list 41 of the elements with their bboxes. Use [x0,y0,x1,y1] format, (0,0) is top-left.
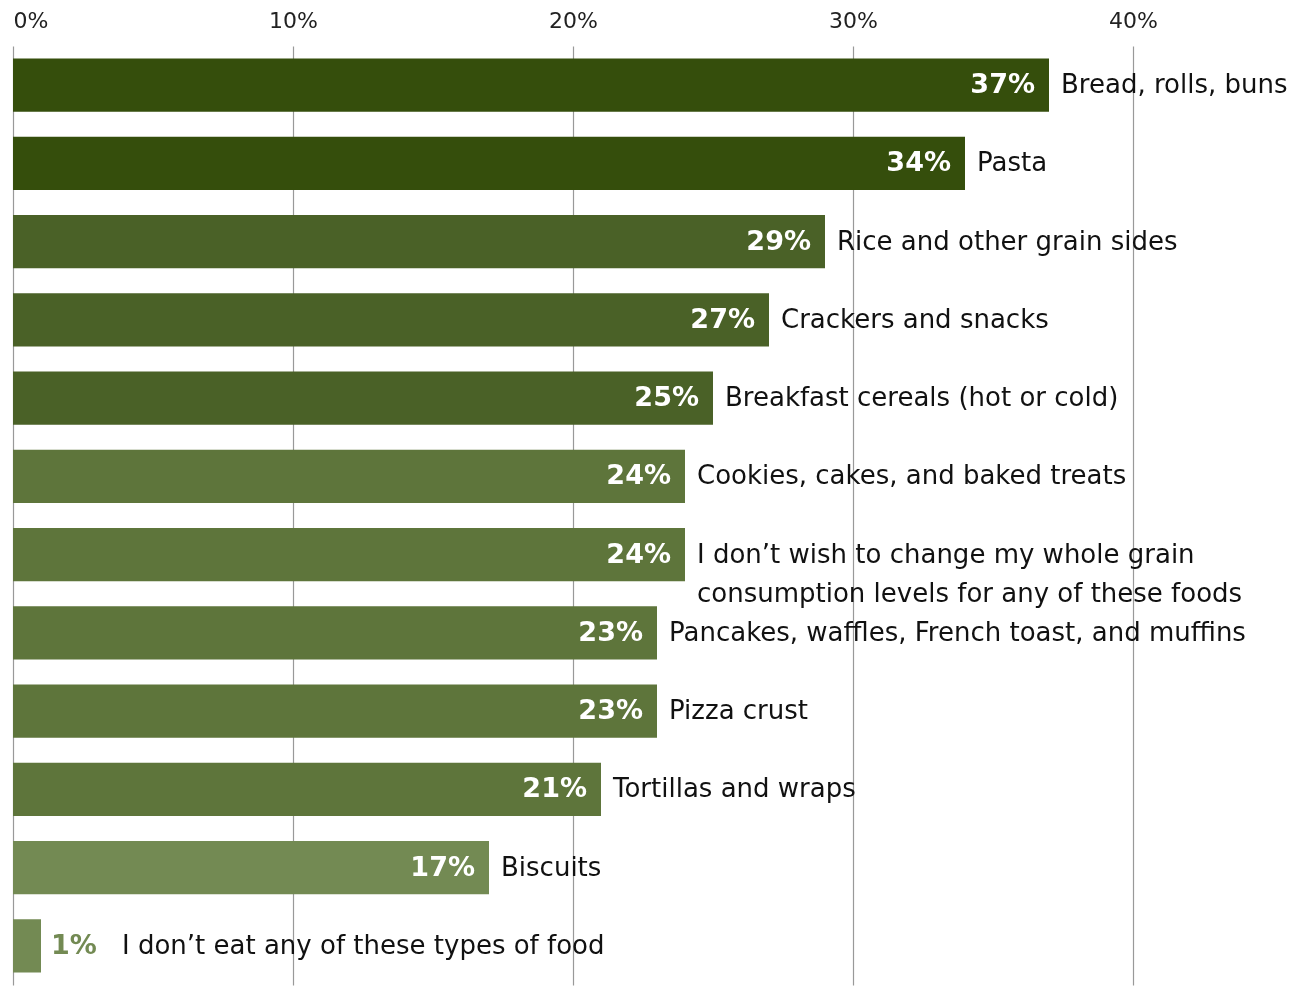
data-label: 17% [410,850,475,882]
data-label: 23% [578,694,643,726]
data-label: 23% [578,615,643,647]
bar [13,841,489,895]
y-tick-label: Pizza crust [669,695,809,726]
y-tick-label: Tortillas and wraps [612,773,856,804]
bar [13,215,825,269]
y-tick-label: Breakfast cereals (hot or cold) [725,382,1119,413]
data-label: 34% [886,146,951,178]
bar [13,371,713,425]
bar [13,762,601,816]
data-label: 21% [522,772,587,804]
y-tick-label: Biscuits [501,851,602,882]
x-tick-label: 40% [1109,7,1158,33]
x-tick-label: 30% [829,7,878,33]
data-label: 25% [634,381,699,413]
bar [13,528,685,582]
y-tick-label: I don’t eat any of these types of food [122,929,605,960]
x-tick-label: 0% [13,7,49,33]
y-tick-label: Pasta [977,147,1048,178]
bar [13,684,657,738]
bar [13,58,1049,112]
bar [13,606,657,660]
x-tick-label: 10% [269,7,318,33]
y-tick-label: Pancakes, waffles, French toast, and muffins [669,616,1246,647]
bar [13,449,685,503]
bar [13,293,769,347]
data-label: 1% [51,928,97,960]
data-label: 24% [606,537,671,569]
x-tick-label: 20% [549,7,598,33]
bar [13,136,965,190]
data-label: 37% [970,68,1035,100]
y-tick-label: Bread, rolls, buns [1061,69,1288,100]
y-tick-label: I don’t wish to change my whole grain consumption levels for any of these foods [697,538,1243,608]
data-label: 29% [746,224,811,256]
y-tick-label: Cookies, cakes, and baked treats [697,460,1127,491]
bar [13,919,41,973]
data-label: 27% [690,302,755,334]
data-label: 24% [606,459,671,491]
y-tick-label: Crackers and snacks [781,303,1049,334]
y-tick-label: Rice and other grain sides [837,225,1178,256]
